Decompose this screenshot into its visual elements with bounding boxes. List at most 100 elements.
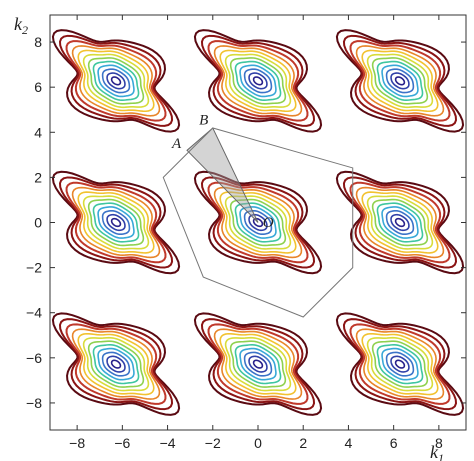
contour-line xyxy=(71,45,161,117)
contour-group xyxy=(335,29,465,133)
contour-line xyxy=(97,347,135,381)
contour-line xyxy=(58,318,174,411)
annotations: A B O xyxy=(171,112,274,231)
contour-line xyxy=(234,60,282,101)
contour-line xyxy=(213,328,303,400)
contour-line xyxy=(97,64,135,98)
x-tick-label: −4 xyxy=(160,435,176,451)
contour-line xyxy=(82,195,150,250)
contour-line xyxy=(200,34,316,127)
contour-line xyxy=(87,198,145,247)
point-label: B xyxy=(199,112,208,128)
irreducible-wedge xyxy=(186,127,259,223)
contour-line xyxy=(252,76,264,86)
contour-line xyxy=(385,68,415,94)
contour-line xyxy=(219,49,297,113)
x-tick-label: 0 xyxy=(254,435,262,451)
contour-line xyxy=(193,29,323,133)
contour-line xyxy=(366,195,434,250)
contour-line xyxy=(106,355,126,373)
brillouin-hexagon xyxy=(162,127,354,318)
contour-line xyxy=(248,355,268,373)
y-axis-label: k2 xyxy=(14,14,28,37)
contour-line xyxy=(97,206,135,239)
contour-line xyxy=(390,213,410,232)
x-tick-label: 4 xyxy=(345,435,353,451)
contour-line xyxy=(77,332,155,396)
y-tick-label: −4 xyxy=(26,305,42,321)
contour-line xyxy=(82,336,150,392)
contour-line xyxy=(224,336,292,392)
contour-line xyxy=(243,68,273,94)
contour-line xyxy=(243,209,273,236)
contour-group xyxy=(193,29,323,133)
x-tick-label: −6 xyxy=(114,435,130,451)
contour-line xyxy=(361,49,439,113)
contour-line xyxy=(239,347,277,381)
contour-line xyxy=(51,170,181,275)
contour-line xyxy=(239,64,277,98)
contour-line xyxy=(87,57,145,105)
contour-line xyxy=(207,323,309,405)
contour-line xyxy=(381,206,419,239)
contour-line xyxy=(219,332,297,396)
contour-line xyxy=(342,176,458,269)
contour-line xyxy=(224,53,292,109)
contour-line xyxy=(110,217,122,228)
contour-line xyxy=(87,340,145,388)
x-axis-ticks: −8 −6 −4 −2 0 2 4 6 8 xyxy=(69,15,443,451)
contour-group xyxy=(51,29,181,133)
contour-line xyxy=(349,323,451,405)
contour-line xyxy=(234,344,282,385)
y-tick-label: −2 xyxy=(26,260,42,276)
x-tick-label: −2 xyxy=(205,435,221,451)
contour-line xyxy=(371,340,429,388)
x-tick-label: 8 xyxy=(435,435,443,451)
contour-line xyxy=(248,213,268,232)
contour-line xyxy=(390,72,410,90)
contour-line xyxy=(58,34,174,127)
contour-line xyxy=(106,213,126,232)
contour-line xyxy=(207,181,309,264)
contour-line xyxy=(65,40,167,122)
contour-line xyxy=(366,53,434,109)
contour-line xyxy=(229,340,287,388)
contour-line xyxy=(394,217,406,228)
y-tick-label: 0 xyxy=(34,215,42,231)
contour-line xyxy=(252,217,264,228)
contour-line xyxy=(355,45,445,117)
contour-line xyxy=(65,323,167,405)
contour-group xyxy=(193,312,323,416)
contour-line xyxy=(229,198,287,247)
contour-line xyxy=(106,72,126,90)
contour-line xyxy=(349,181,451,264)
contour-group xyxy=(51,170,181,275)
y-tick-label: −8 xyxy=(26,395,42,411)
contour-line xyxy=(342,318,458,411)
contour-line xyxy=(71,328,161,400)
y-tick-label: 8 xyxy=(34,34,42,50)
contour-group xyxy=(193,170,323,275)
contour-line xyxy=(58,176,174,269)
contour-line xyxy=(335,170,465,275)
contour-line xyxy=(361,332,439,396)
contour-line xyxy=(71,186,161,259)
contour-line xyxy=(82,53,150,109)
contour-line xyxy=(219,191,297,254)
contour-line xyxy=(110,359,122,369)
contour-line xyxy=(361,191,439,254)
contour-line xyxy=(77,49,155,113)
contour-line xyxy=(200,176,316,269)
contour-line xyxy=(200,318,316,411)
contour-line xyxy=(92,344,140,385)
contour-line xyxy=(51,29,181,133)
x-tick-label: −8 xyxy=(69,435,85,451)
contour-line xyxy=(381,347,419,381)
contour-line xyxy=(335,29,465,133)
contour-line xyxy=(92,60,140,101)
y-tick-label: 4 xyxy=(34,124,42,140)
contour-line xyxy=(376,344,424,385)
point-label: A xyxy=(171,136,182,152)
contour-line xyxy=(65,181,167,264)
